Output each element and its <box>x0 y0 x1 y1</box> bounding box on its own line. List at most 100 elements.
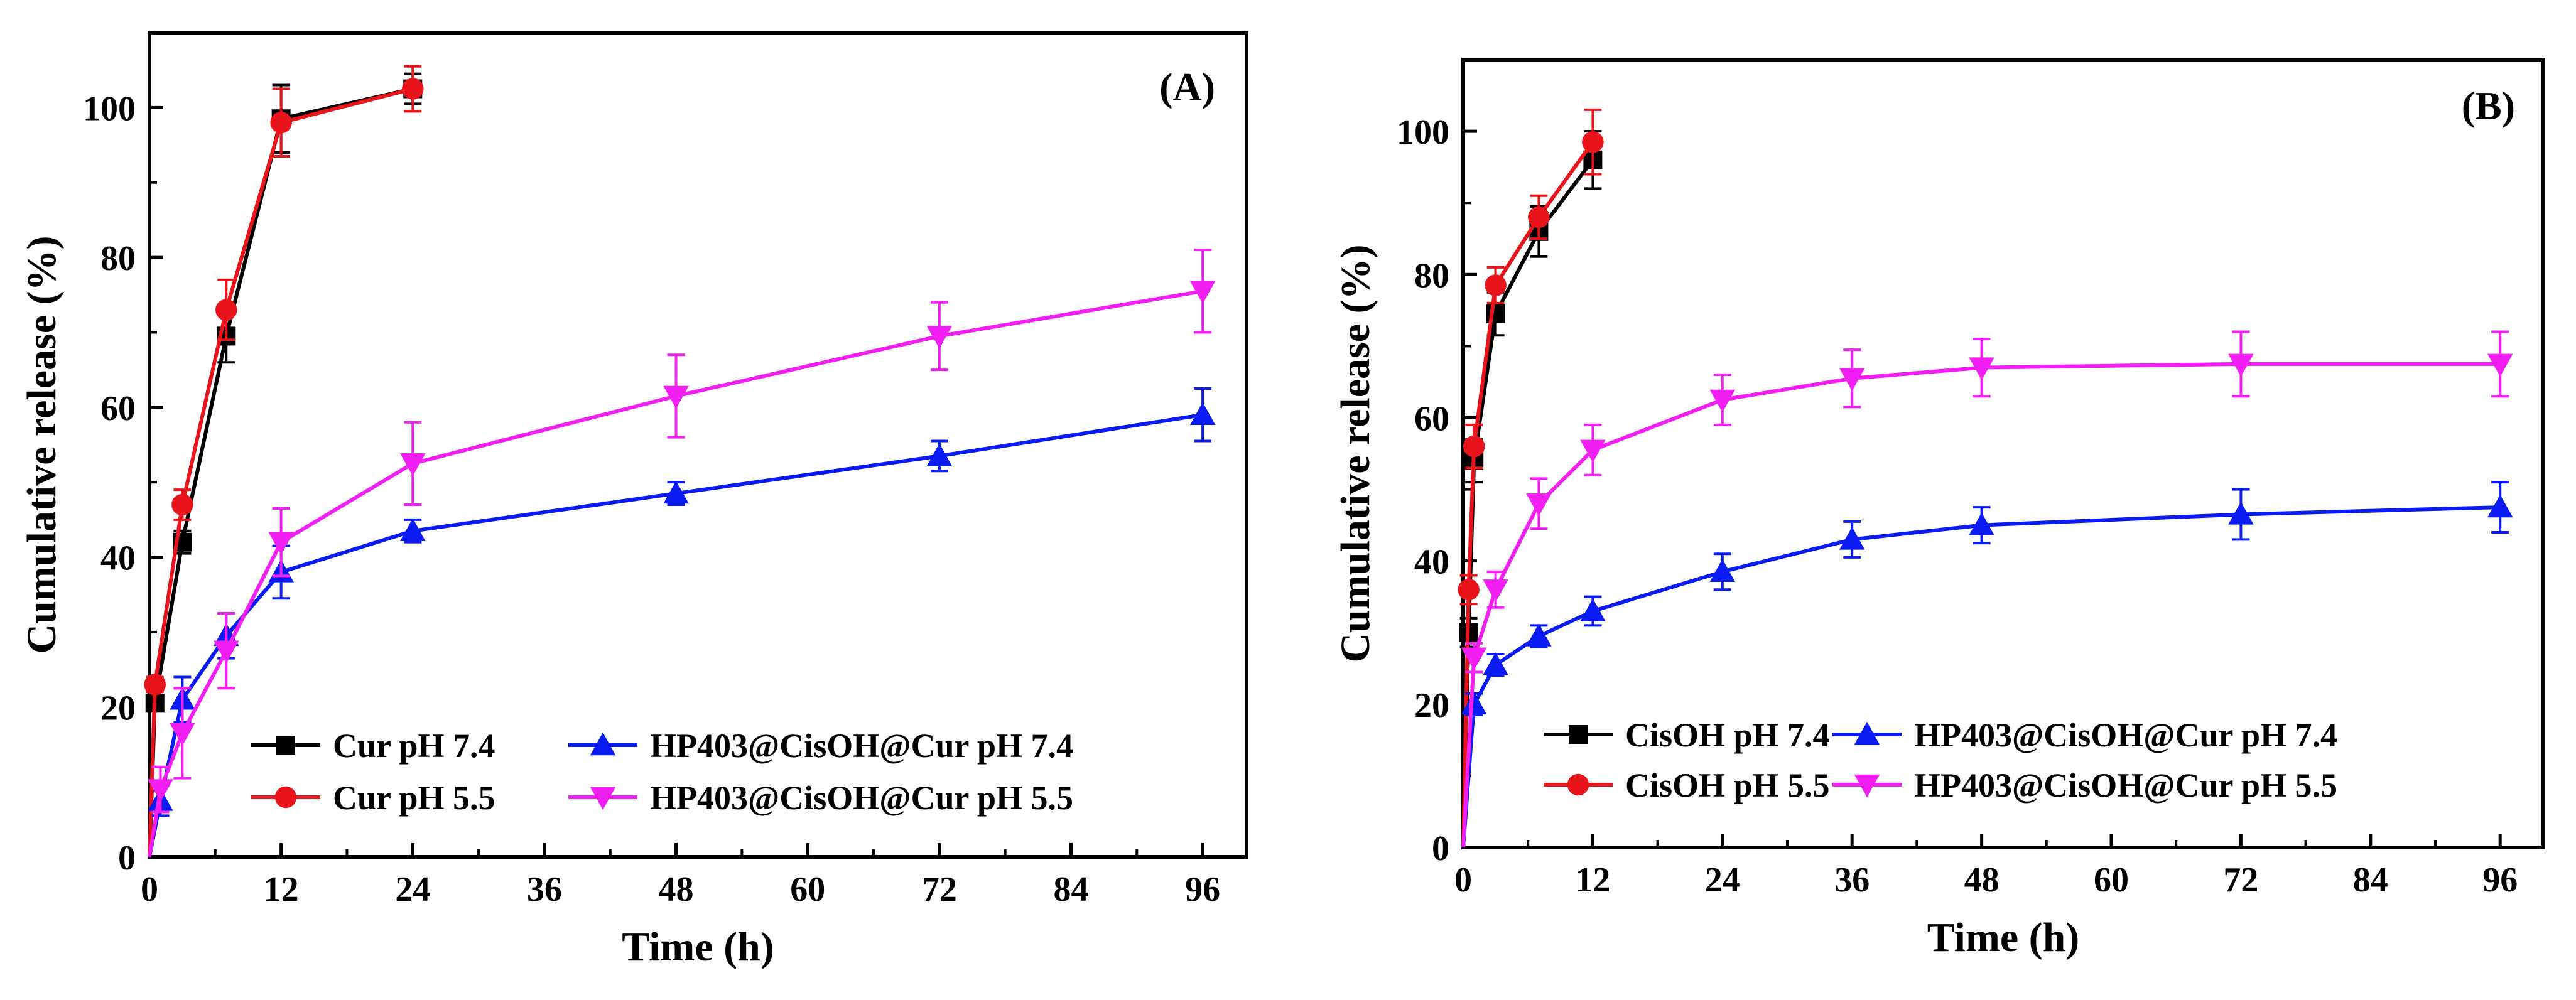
series-a-1 <box>144 65 424 858</box>
x-tick-label-a-24: 24 <box>395 870 430 909</box>
plot-area-a <box>148 31 1248 859</box>
series-line-b-2 <box>1461 505 2501 848</box>
data-point-b-3-8 <box>2228 353 2254 377</box>
legend-entry-a-2: HP403@CisOH@Cur pH 7.4 <box>568 727 1073 765</box>
legend-entry-b-1: CisOH pH 5.5 <box>1544 766 1830 804</box>
data-point-a-1-3 <box>215 299 237 321</box>
data-point-a-2-6 <box>663 480 689 504</box>
data-point-a-3-4 <box>268 532 294 555</box>
legend-b: CisOH pH 7.4 HP403@CisOH@Cur pH 7.4 CisOH … <box>1544 716 2337 804</box>
series-layer-a <box>144 65 1216 858</box>
data-point-a-1-1 <box>144 674 166 696</box>
y-tick-label-b-40: 40 <box>1414 543 1449 582</box>
series-line-b-1 <box>1461 141 1594 848</box>
legend-label-a-0: Cur pH 7.4 <box>333 727 495 765</box>
legend-entry-b-2: HP403@CisOH@Cur pH 7.4 <box>1832 716 2337 754</box>
x-tick-label-a-96: 96 <box>1185 870 1220 909</box>
x-tick-label-b-0: 0 <box>1454 861 1472 900</box>
data-point-a-1-5 <box>402 78 424 100</box>
legend-entry-a-3: HP403@CisOH@Cur pH 5.5 <box>568 779 1073 817</box>
data-point-a-3-7 <box>926 326 953 349</box>
x-tick-label-a-36: 36 <box>527 870 562 909</box>
x-tick-label-b-84: 84 <box>2353 861 2388 900</box>
legend-label-a-2: HP403@CisOH@Cur pH 7.4 <box>650 727 1073 765</box>
x-tick-label-a-48: 48 <box>659 870 694 909</box>
axis-ticks-a: 0 12 24 36 48 60 72 84 96 0 20 40 60 80 100 <box>83 89 1220 909</box>
x-tick-label-b-24: 24 <box>1705 861 1740 900</box>
y-tick-label-a-40: 40 <box>100 539 136 578</box>
x-tick-label-a-60: 60 <box>790 870 825 909</box>
legend-marker-b-0 <box>1569 725 1588 744</box>
x-tick-label-a-0: 0 <box>141 870 158 909</box>
data-point-a-3-8 <box>1189 281 1216 304</box>
legend-label-a-1: Cur pH 5.5 <box>333 779 495 817</box>
legend-entry-b-3: HP403@CisOH@Cur pH 5.5 <box>1832 766 2337 804</box>
data-point-b-2-1 <box>1461 691 1487 715</box>
x-tick-label-b-48: 48 <box>1964 861 2000 900</box>
series-line-b-3 <box>1461 362 2501 848</box>
x-tick-label-a-84: 84 <box>1053 870 1088 909</box>
data-point-b-3-7 <box>1969 357 1994 380</box>
data-point-b-1-3 <box>1485 274 1507 296</box>
x-tick-label-a-72: 72 <box>922 870 957 909</box>
data-point-a-3-5 <box>400 453 426 476</box>
y-axis-title-b: Cumulative release (%) <box>1333 245 1378 663</box>
y-tick-label-b-80: 80 <box>1414 256 1449 295</box>
series-b-1 <box>1458 108 1604 848</box>
data-point-b-3-2 <box>1483 579 1508 603</box>
legend-marker-b-1 <box>1567 773 1589 796</box>
series-line-b-0 <box>1461 158 1594 848</box>
data-point-a-3-2 <box>170 723 195 746</box>
y-tick-label-b-100: 100 <box>1397 113 1449 152</box>
data-point-b-3-6 <box>1839 368 1865 391</box>
y-tick-label-a-0: 0 <box>118 839 136 878</box>
x-axis-title-b: Time (h) <box>1927 915 2080 960</box>
data-point-b-3-1 <box>1461 647 1487 670</box>
legend-marker-b-2 <box>1854 721 1880 745</box>
data-point-b-2-8 <box>2228 502 2254 525</box>
data-point-b-3-3 <box>1526 493 1552 517</box>
data-point-b-3-9 <box>2487 353 2513 377</box>
legend-entry-a-1: Cur pH 5.5 <box>251 779 495 817</box>
y-tick-label-b-0: 0 <box>1432 829 1449 868</box>
data-point-b-2-9 <box>2487 494 2513 518</box>
y-axis-title-a: Cumulative release (%) <box>19 236 65 654</box>
y-tick-label-b-20: 20 <box>1414 686 1449 725</box>
legend-entry-a-0: Cur pH 7.4 <box>251 727 495 765</box>
data-point-a-3-1 <box>148 779 173 802</box>
series-line-a-1 <box>148 87 414 858</box>
axis-ticks-b: 0 12 24 36 48 60 72 84 96 0 20 40 60 80 100 <box>1397 113 2518 900</box>
legend-marker-a-0 <box>276 736 295 755</box>
panel-label-b: (B) <box>2462 83 2515 128</box>
legend-marker-a-3 <box>590 787 616 810</box>
legend-label-a-3: HP403@CisOH@Cur pH 5.5 <box>650 779 1073 817</box>
y-tick-label-a-60: 60 <box>100 389 136 428</box>
data-point-b-1-1 <box>1458 579 1480 601</box>
legend-marker-b-3 <box>1854 774 1880 798</box>
data-point-a-1-2 <box>171 493 193 516</box>
x-tick-label-b-60: 60 <box>2094 861 2129 900</box>
chart-panel-b: 0 12 24 36 48 60 72 84 96 0 20 40 60 80 100 (B) Time (… <box>1333 58 2545 960</box>
data-point-b-3-5 <box>1709 389 1736 413</box>
x-tick-label-b-36: 36 <box>1834 861 1870 900</box>
data-point-a-2-8 <box>1189 402 1216 425</box>
data-point-b-2-5 <box>1709 559 1736 582</box>
data-point-a-2-5 <box>400 518 426 541</box>
legend-label-b-0: CisOH pH 7.4 <box>1625 716 1830 754</box>
data-point-b-1-4 <box>1528 206 1550 228</box>
plot-area-b <box>1461 58 2545 849</box>
data-point-b-2-4 <box>1580 598 1606 621</box>
series-b-2 <box>1461 481 2513 848</box>
x-tick-label-b-12: 12 <box>1575 861 1610 900</box>
x-tick-label-a-12: 12 <box>264 870 299 909</box>
x-axis-title-a: Time (h) <box>622 924 774 970</box>
panel-label-a: (A) <box>1159 65 1215 109</box>
legend-marker-a-2 <box>590 732 616 756</box>
series-a-3 <box>148 249 1216 858</box>
chart-panel-a: 0 12 24 36 48 60 72 84 96 0 20 40 60 80 100 (A) Time (… <box>19 31 1248 970</box>
data-point-b-1-2 <box>1463 435 1485 458</box>
data-point-b-3-4 <box>1580 439 1606 463</box>
data-point-b-2-2 <box>1483 652 1508 675</box>
data-point-b-1-5 <box>1582 131 1604 153</box>
